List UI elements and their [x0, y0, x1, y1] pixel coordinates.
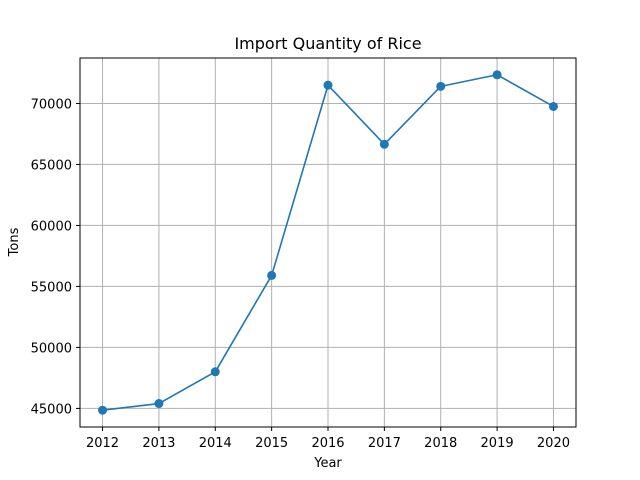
x-tick-label: 2012	[86, 436, 119, 451]
data-point	[210, 367, 220, 377]
chart-title: Import Quantity of Rice	[234, 34, 421, 53]
data-point	[492, 70, 502, 80]
x-tick-label: 2014	[199, 436, 232, 451]
y-axis-title: Tons	[7, 227, 22, 257]
series-layer	[98, 70, 558, 415]
x-axis-ticks: 2012 2013 2014 2015 2016 2017 2018 2019 2020	[86, 427, 570, 451]
x-tick-label: 2020	[537, 436, 570, 451]
y-tick-label: 60000	[31, 219, 72, 234]
data-point	[267, 270, 277, 280]
x-tick-label: 2017	[368, 436, 401, 451]
data-point	[154, 399, 164, 409]
y-tick-label: 50000	[31, 341, 72, 356]
data-point	[323, 80, 333, 90]
data-point	[98, 405, 108, 415]
y-tick-label: 45000	[31, 402, 72, 417]
x-axis-title: Year	[313, 456, 342, 471]
y-tick-label: 55000	[31, 280, 72, 295]
y-tick-label: 70000	[31, 97, 72, 112]
x-tick-label: 2016	[311, 436, 344, 451]
x-tick-label: 2015	[255, 436, 288, 451]
data-point	[379, 139, 389, 149]
y-axis-ticks: 45000 50000 55000 60000 65000 70000	[31, 97, 80, 417]
x-tick-label: 2019	[481, 436, 514, 451]
data-point	[436, 81, 446, 91]
y-tick-label: 65000	[31, 158, 72, 173]
x-tick-label: 2013	[142, 436, 175, 451]
x-tick-label: 2018	[424, 436, 457, 451]
data-point	[548, 101, 558, 111]
grid	[80, 58, 576, 427]
